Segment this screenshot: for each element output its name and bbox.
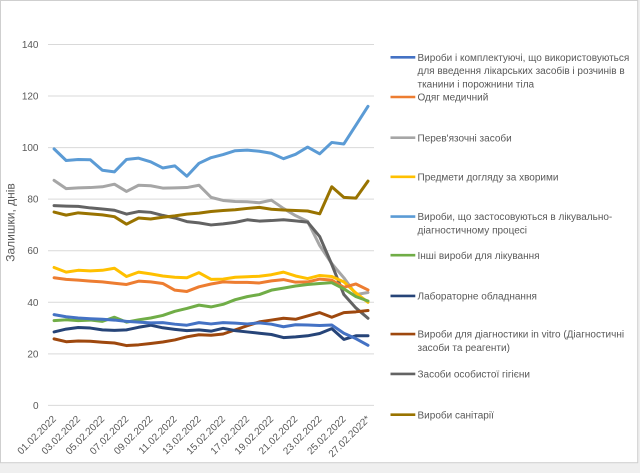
svg-text:Інші вироби для лікування: Інші вироби для лікування xyxy=(418,250,540,262)
svg-text:Вироби, що застосовуються в лі: Вироби, що застосовуються в лікувально- xyxy=(418,211,613,223)
svg-text:Лабораторне обладнання: Лабораторне обладнання xyxy=(418,291,537,303)
svg-text:Залишки, днів: Залишки, днів xyxy=(4,183,18,262)
svg-text:140: 140 xyxy=(22,40,39,51)
svg-text:Вироби для діагностики in vitr: Вироби для діагностики in vitro (Діагнос… xyxy=(418,329,625,341)
svg-text:100: 100 xyxy=(22,143,39,154)
svg-text:для введення лікарських засобі: для введення лікарських засобів і розчин… xyxy=(418,65,625,77)
svg-text:80: 80 xyxy=(27,195,39,206)
svg-text:Засоби особистої гігієни: Засоби особистої гігієни xyxy=(418,369,530,381)
svg-text:Предмети догляду за хворими: Предмети догляду за хворими xyxy=(418,172,559,183)
svg-text:діагностичному процесі: діагностичному процесі xyxy=(418,226,528,237)
svg-text:60: 60 xyxy=(27,246,39,257)
svg-text:тканини і порожнини тіла: тканини і порожнини тіла xyxy=(418,80,535,91)
svg-text:Одяг медичний: Одяг медичний xyxy=(418,93,489,104)
svg-text:Вироби санітарії: Вироби санітарії xyxy=(418,409,495,421)
svg-text:Вироби і комплектуючі, що вико: Вироби і комплектуючі, що використовують… xyxy=(418,52,630,64)
svg-text:0: 0 xyxy=(33,401,39,412)
svg-text:Перев'язочні засоби: Перев'язочні засоби xyxy=(418,132,512,144)
svg-text:засоби та реагенти): засоби та реагенти) xyxy=(418,342,510,354)
svg-text:120: 120 xyxy=(22,92,39,103)
svg-text:40: 40 xyxy=(27,298,39,309)
svg-text:20: 20 xyxy=(27,349,39,360)
